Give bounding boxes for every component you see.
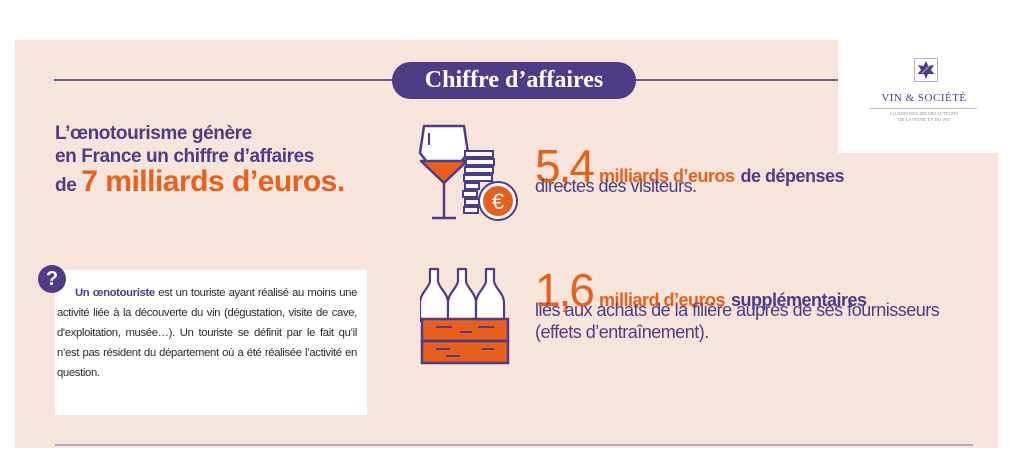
wine-glass-coins-icon: € — [418, 124, 518, 221]
logo-title: VIN & SOCIÉTÉ — [881, 92, 967, 104]
stat-value: 1,6 — [535, 264, 595, 316]
section-divider-left — [54, 79, 394, 81]
headline-line3: de 7 milliards d’euros. — [55, 167, 345, 197]
headline-line2: en France un chiffre d’affaires — [55, 146, 314, 167]
definition-term: Un œnotouriste — [75, 287, 155, 299]
stat-description: directes des visiteurs. — [535, 176, 697, 196]
headline: L’œnotourisme génère en France un chiffr… — [55, 122, 345, 197]
svg-text:€: € — [492, 189, 504, 214]
stat-description-line1: liés aux achats de la filière auprès de … — [535, 300, 940, 320]
logo-tagline-line2: DE LA VIGNE ET DU VIN — [898, 117, 950, 122]
headline-line1: L’œnotourisme génère — [55, 123, 252, 144]
headline-highlight: 7 milliards d’euros. — [81, 165, 345, 198]
logo-tagline: AU NOM DES 500 000 ACTEURS DE LA VIGNE E… — [838, 111, 1010, 123]
stat-value: 5,4 — [535, 140, 595, 192]
definition-body: est un touriste ayant réalisé au moins u… — [57, 287, 358, 379]
stat-direct-spending: 5,4 milliards d’euros de dépenses direct… — [535, 140, 845, 197]
stat-unit: milliards d’euros — [598, 166, 735, 186]
stat-description-line2: (effets d’entraînement). — [535, 322, 709, 342]
vin-et-societe-logo: VIN & SOCIÉTÉ AU NOM DES 500 000 ACTEURS… — [838, 30, 1010, 153]
logo-tagline-line1: AU NOM DES 500 000 ACTEURS — [889, 111, 959, 116]
wine-crate-icon — [420, 267, 510, 365]
bottom-divider — [55, 444, 973, 446]
stat-indirect-spending: 1,6 milliard d’euros supplémentaires lié… — [535, 264, 940, 343]
vine-leaf-icon — [914, 58, 938, 82]
definition-box — [55, 270, 367, 415]
logo-divider — [869, 108, 977, 109]
headline-prefix: de — [55, 175, 77, 196]
section-divider-right — [634, 79, 839, 81]
stat-suffix: de dépenses — [740, 166, 845, 186]
question-mark-icon: ? — [38, 265, 66, 293]
definition-text: Un œnotouriste est un touriste ayant réa… — [57, 283, 357, 383]
section-title: Chiffre d’affaires — [392, 62, 636, 99]
stat-unit: milliard d’euros — [598, 290, 726, 310]
stat-suffix: supplémentaires — [731, 290, 867, 310]
